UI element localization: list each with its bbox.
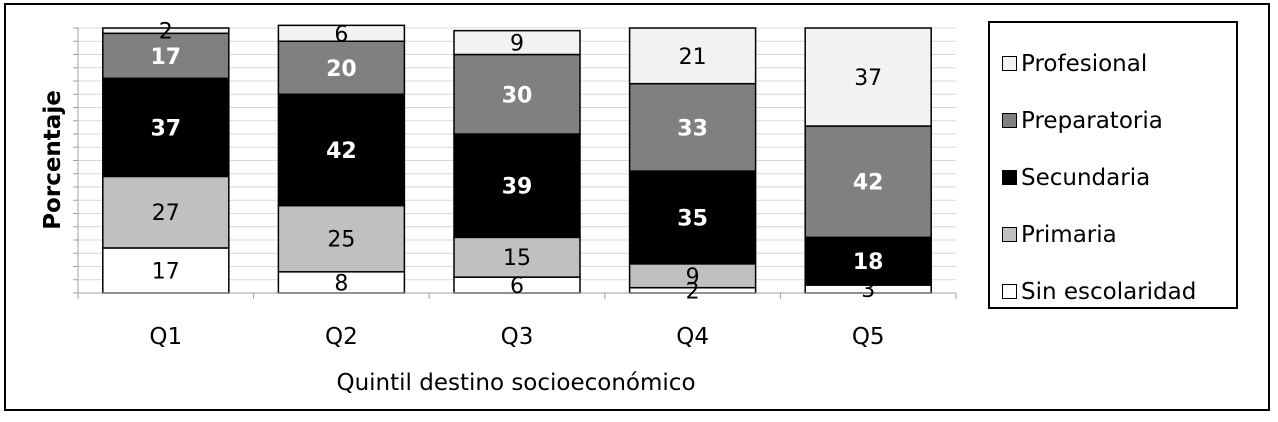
bar-segment: [277, 93, 406, 207]
bars: [102, 24, 932, 294]
data-label: 17: [152, 259, 180, 284]
data-label: 39: [502, 175, 533, 200]
data-label: 2: [159, 20, 173, 45]
bar-segment: [277, 204, 406, 273]
data-label: 15: [503, 246, 531, 271]
bar-segment: [628, 27, 757, 85]
data-label: 9: [510, 32, 524, 57]
bar-segment: [804, 125, 932, 239]
x-tick-label: Q4: [676, 324, 709, 350]
bar-segment: [628, 82, 757, 172]
legend-label: Primaria: [1021, 221, 1117, 248]
bar-segment: [102, 247, 230, 294]
legend-label: Secundaria: [1021, 164, 1151, 191]
legend-label: Profesional: [1021, 50, 1148, 77]
legend-swatch: [1002, 113, 1017, 128]
bar-segment: [277, 40, 406, 95]
legend-item: Sin escolaridad: [1002, 263, 1236, 320]
bar-segment: [628, 170, 757, 265]
data-label: 37: [854, 66, 882, 91]
data-label: 30: [502, 83, 533, 108]
data-label: 42: [326, 139, 357, 164]
x-tick-label: Q3: [501, 324, 534, 350]
legend-swatch: [1002, 227, 1017, 242]
legend-item: Preparatoria: [1002, 92, 1236, 149]
data-label: 20: [326, 57, 357, 82]
data-label: 9: [686, 265, 700, 290]
bar-segment: [102, 32, 230, 80]
legend-item: Primaria: [1002, 206, 1236, 263]
legend: Profesional Preparatoria Secundaria Primari…: [988, 21, 1238, 309]
data-label: 18: [853, 250, 884, 275]
x-tick-label: Q5: [852, 324, 885, 350]
legend-item: Secundaria: [1002, 149, 1236, 206]
x-axis-label: Quintil destino socioeconómico: [336, 370, 695, 396]
legend-label: Preparatoria: [1021, 107, 1163, 134]
legend-swatch: [1002, 56, 1017, 71]
bar-segment: [804, 27, 932, 127]
data-label: 6: [334, 22, 348, 47]
data-label: 25: [327, 228, 355, 253]
data-label: 3: [861, 278, 875, 303]
data-label: 8: [334, 271, 348, 296]
x-tick-label: Q1: [149, 324, 182, 350]
y-axis-label: Porcentaje: [40, 90, 66, 230]
bar-segment: [453, 53, 581, 135]
axes: Q1 Q2 Q3 Q4 Q5: [73, 27, 957, 350]
legend-label: Sin escolaridad: [1021, 278, 1197, 305]
data-label: 17: [150, 45, 181, 70]
bar-segment: [804, 236, 932, 286]
bar-segment: [102, 27, 230, 35]
data-label: 2: [686, 279, 700, 304]
legend-item: Profesional: [1002, 35, 1236, 92]
data-label: 33: [677, 116, 708, 141]
legend-swatch: [1002, 170, 1017, 185]
data-label: 21: [679, 45, 707, 70]
bar-segment: [453, 29, 581, 56]
x-tick-label: Q2: [325, 324, 358, 350]
data-label: 42: [853, 171, 884, 196]
data-label: 37: [150, 116, 181, 141]
legend-swatch: [1002, 284, 1017, 299]
data-label: 27: [152, 201, 180, 226]
data-label: 6: [510, 274, 524, 299]
bar-segment: [277, 24, 406, 42]
data-label: 35: [677, 206, 708, 231]
